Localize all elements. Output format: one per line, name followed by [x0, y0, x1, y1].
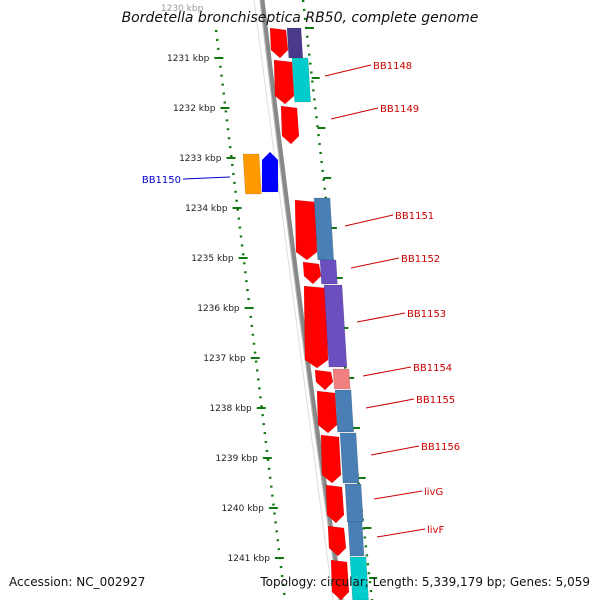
tick-label: 1230 kbp — [161, 4, 204, 14]
cds-livF[interactable] — [327, 525, 347, 557]
label-leader-livF — [376, 528, 426, 538]
label-leader-BB1156 — [370, 445, 420, 456]
tick-label: 1236 kbp — [197, 304, 240, 314]
cds-bb1154[interactable] — [314, 369, 334, 391]
gene-label-BB1154[interactable]: BB1154 — [413, 363, 452, 374]
label-leader-BB1152 — [350, 257, 400, 269]
band-edge-left — [253, 0, 334, 601]
left-ruler — [214, 29, 287, 601]
cds-bb1152[interactable] — [302, 261, 322, 285]
tick-label: 1237 kbp — [203, 354, 246, 364]
accession-text: Accession: NC_002927 — [9, 575, 146, 589]
gene-label-BB1155[interactable]: BB1155 — [416, 395, 455, 406]
gene-labels: BB1148 BB1149 BB1150 BB1151 BB1152 BB1153 BB11… — [142, 61, 460, 538]
gene-label-livF[interactable]: livF — [427, 525, 444, 536]
cds-bb1155[interactable] — [316, 390, 338, 434]
tick-label: 1233 kbp — [179, 154, 222, 164]
cds-bb1151[interactable] — [294, 199, 318, 261]
cog-bb1148[interactable] — [291, 57, 311, 103]
feature-track[interactable] — [242, 27, 369, 601]
cds-bb1156[interactable] — [320, 434, 342, 484]
tick-label: 1239 kbp — [215, 454, 258, 464]
position-rulers: 1230 kbp 1231 kbp 1232 kbp 1233 kbp 1234 kbp… — [161, 0, 378, 601]
cog-bb1156[interactable] — [339, 432, 360, 484]
topology-text: Topology: circular; Length: 5,339,179 bp… — [260, 575, 590, 589]
tick-label: 1234 kbp — [185, 204, 228, 214]
tick-label: 1235 kbp — [191, 254, 234, 264]
label-leader-BB1149 — [330, 107, 379, 120]
cds-bb1153[interactable] — [303, 285, 329, 369]
cog-bb1153[interactable] — [323, 284, 348, 368]
label-leader-BB1155 — [365, 398, 415, 409]
tick-label: 1231 kbp — [167, 54, 210, 64]
gene-label-BB1151[interactable]: BB1151 — [395, 211, 434, 222]
tick-label: 1240 kbp — [221, 504, 264, 514]
cog-bb1151[interactable] — [313, 197, 334, 261]
tick-label: 1232 kbp — [173, 104, 216, 114]
cog-bb1150[interactable] — [242, 153, 262, 195]
gene-label-BB1156[interactable]: BB1156 — [421, 442, 460, 453]
tick-label: 1238 kbp — [209, 404, 252, 414]
cog-bb1152[interactable] — [319, 259, 338, 285]
label-leader-livG — [373, 490, 423, 500]
label-leader-BB1151 — [344, 214, 394, 227]
cds-bb1147[interactable] — [269, 27, 289, 59]
backbone-highlight — [259, 0, 340, 601]
cog-livG[interactable] — [344, 483, 364, 523]
cds-bb1149[interactable] — [280, 105, 300, 145]
tick-label: 1241 kbp — [228, 554, 271, 564]
gene-label-BB1148[interactable]: BB1148 — [373, 61, 412, 72]
cds-bb1148[interactable] — [273, 59, 295, 105]
gene-label-BB1152[interactable]: BB1152 — [401, 254, 440, 265]
cog-livF[interactable] — [347, 521, 365, 557]
gene-label-BB1149[interactable]: BB1149 — [380, 104, 419, 115]
gene-label-livG[interactable]: livG — [424, 487, 443, 498]
cds-next[interactable] — [330, 559, 350, 601]
label-leader-BB1150 — [182, 176, 231, 180]
gene-label-BB1153[interactable]: BB1153 — [407, 309, 446, 320]
label-leader-BB1153 — [356, 312, 406, 323]
cog-bb1147[interactable] — [286, 27, 304, 59]
right-ruler — [301, 0, 374, 601]
cds-livG[interactable] — [325, 484, 345, 524]
cog-bb1155[interactable] — [334, 389, 354, 433]
gene-label-BB1150[interactable]: BB1150 — [142, 175, 181, 186]
map-title: Bordetella bronchiseptica RB50, complete… — [121, 10, 479, 26]
label-leader-BB1154 — [362, 366, 412, 377]
label-leader-BB1148 — [324, 64, 372, 77]
cog-bb1154[interactable] — [332, 368, 351, 390]
cds-bb1150[interactable] — [261, 151, 279, 193]
